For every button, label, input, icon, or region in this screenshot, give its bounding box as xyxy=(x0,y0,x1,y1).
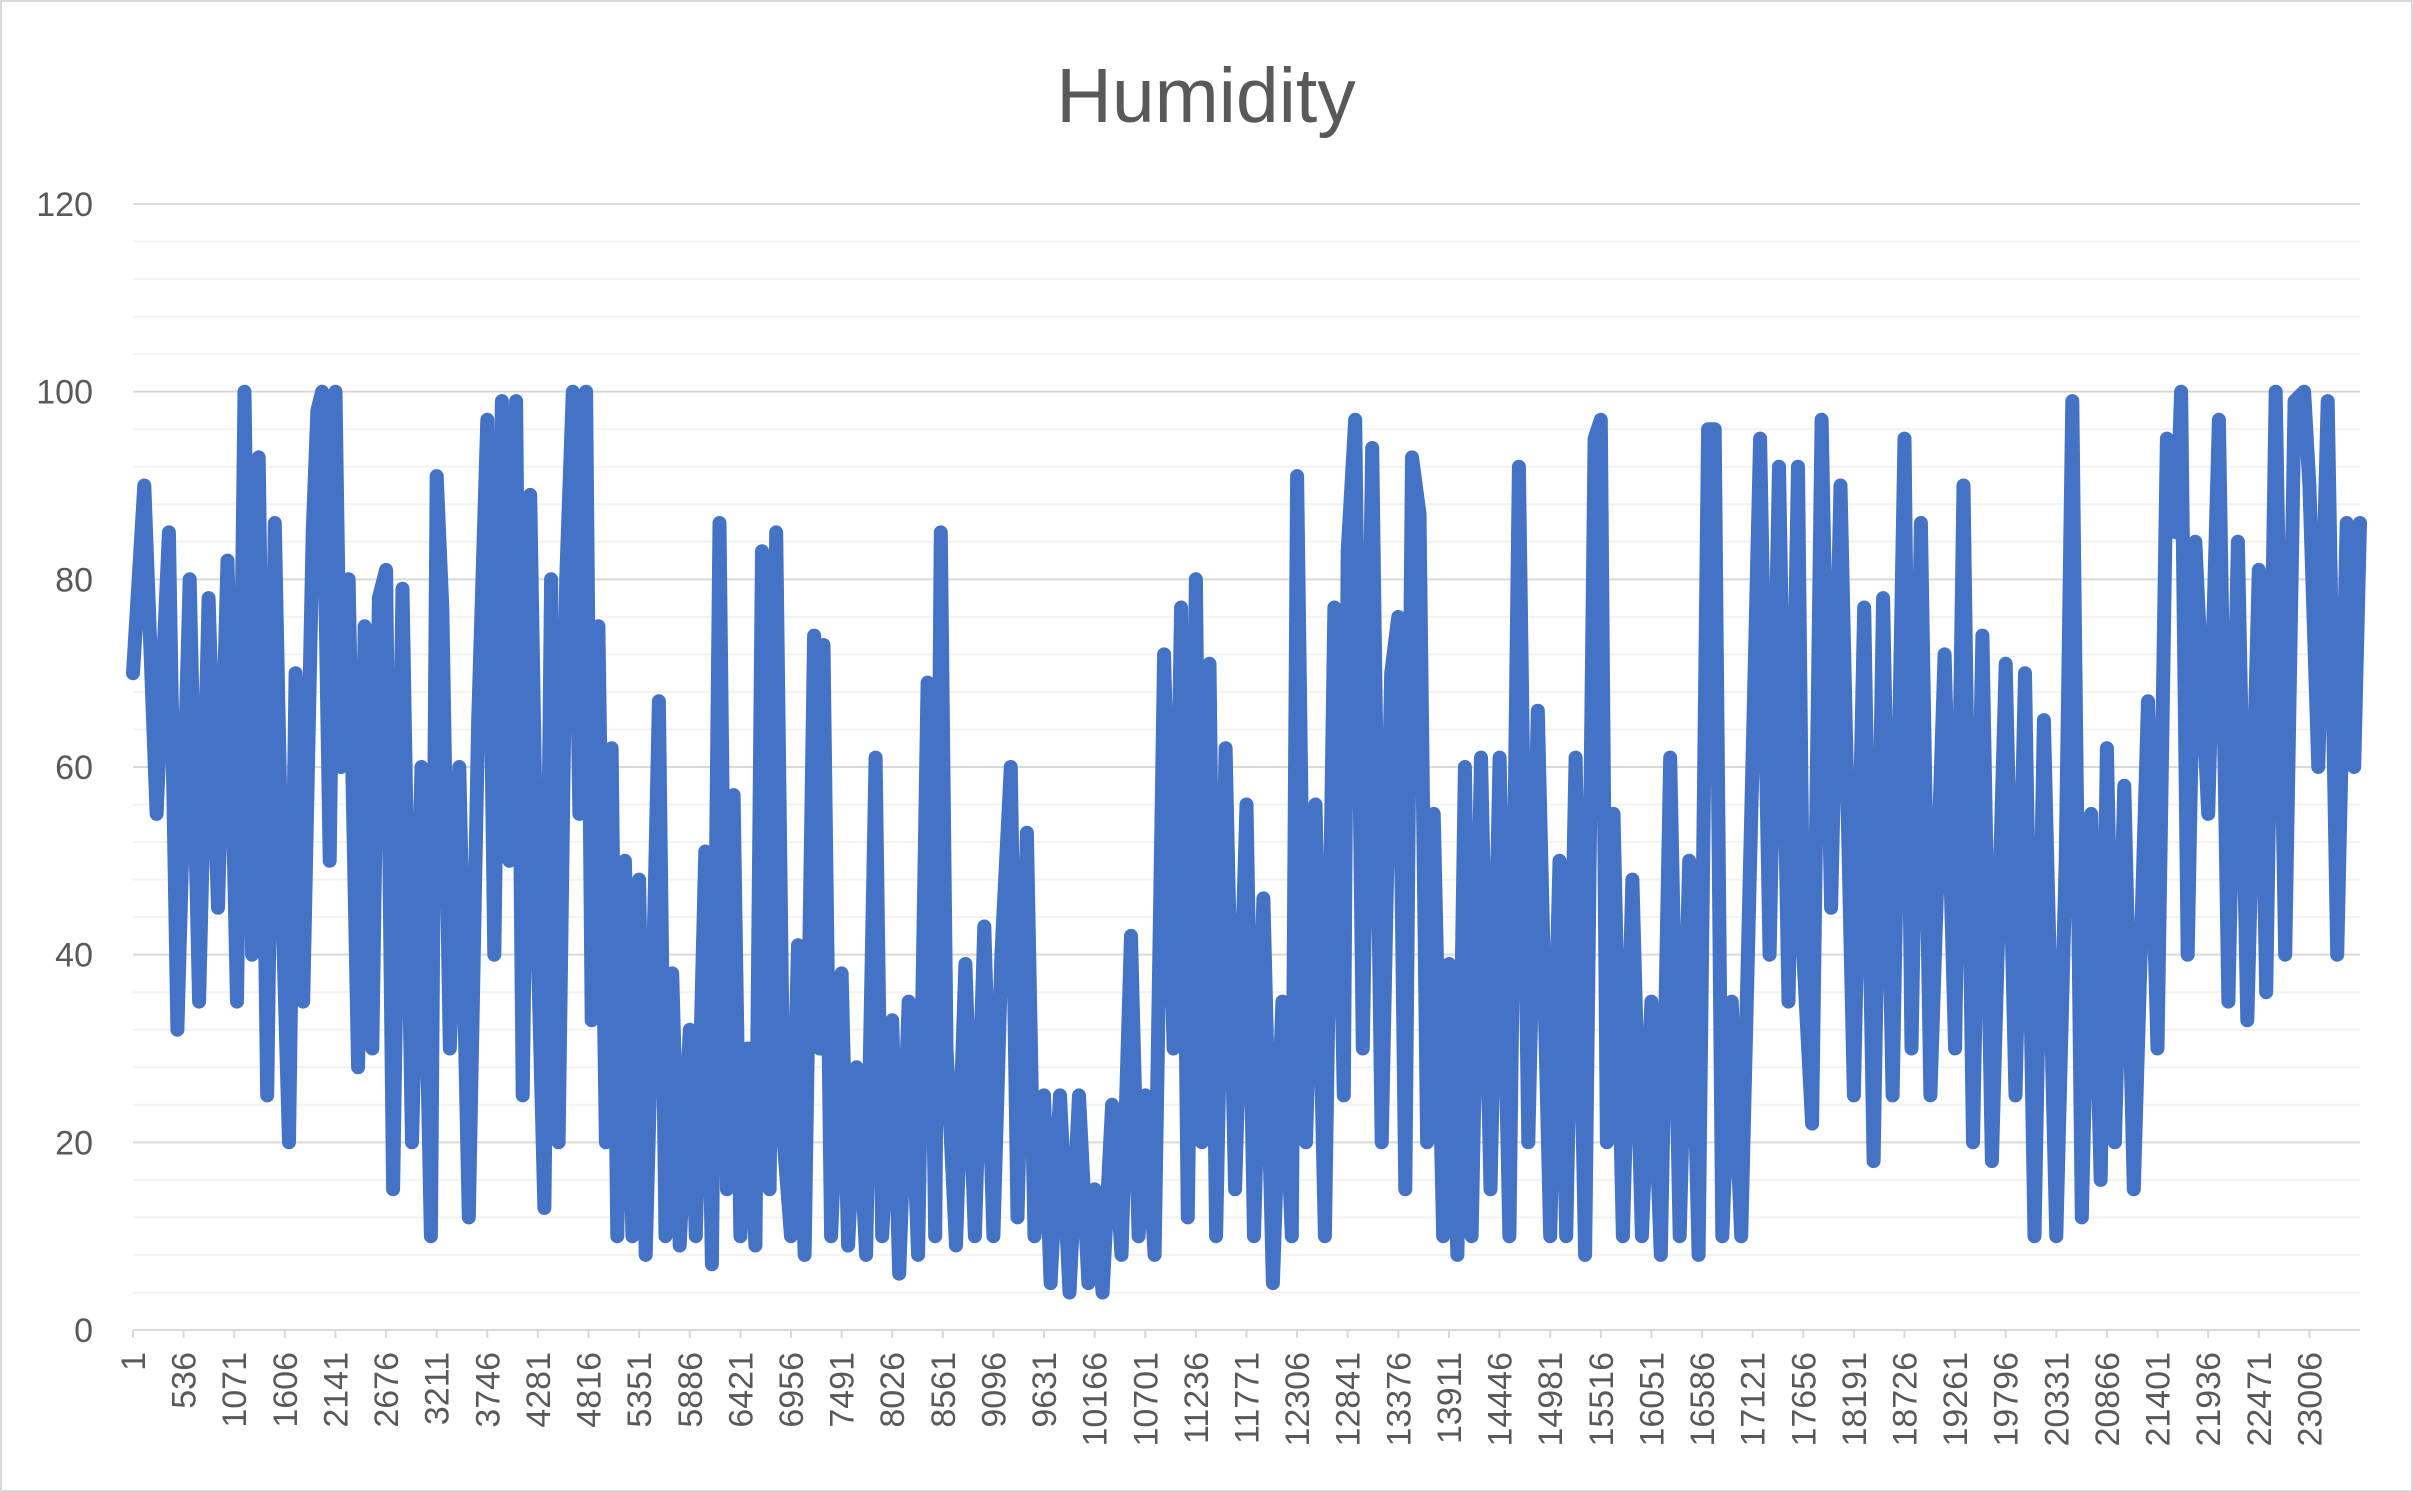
x-tick-label: 20331 xyxy=(2038,1352,2076,1447)
x-tick-label: 18726 xyxy=(1886,1352,1924,1447)
x-tick-label: 8026 xyxy=(874,1352,912,1428)
x-tick-label: 6956 xyxy=(773,1352,811,1428)
x-tick-label: 5886 xyxy=(672,1352,710,1428)
x-tick-label: 18191 xyxy=(1836,1352,1874,1447)
y-tick-label: 60 xyxy=(55,749,93,787)
x-tick-label: 7491 xyxy=(824,1352,862,1428)
x-tick-label: 3746 xyxy=(469,1352,507,1428)
x-tick-label: 536 xyxy=(166,1352,204,1409)
x-tick-label: 17656 xyxy=(1785,1352,1823,1447)
x-tick-label: 3211 xyxy=(419,1352,457,1425)
x-tick-label: 14981 xyxy=(1532,1352,1570,1447)
series-layer xyxy=(126,384,2367,1300)
x-tick-label: 15516 xyxy=(1583,1352,1621,1447)
x-tick-label: 1 xyxy=(115,1352,153,1371)
x-tick-label: 13376 xyxy=(1380,1352,1418,1447)
x-tick-label: 9631 xyxy=(1026,1352,1064,1428)
y-axis-tick-labels: 0 20 40 60 80 100 120 xyxy=(36,186,93,1350)
x-tick-label: 1606 xyxy=(267,1352,305,1428)
x-tick-label: 16051 xyxy=(1633,1352,1671,1447)
y-tick-label: 40 xyxy=(55,937,93,975)
y-tick-label: 80 xyxy=(55,561,93,599)
y-tick-label: 120 xyxy=(36,186,93,224)
x-axis-tick-labels: 1 536 1071 1606 2141 2676 3211 3746 4281 4816 5351… xyxy=(115,1330,2329,1447)
x-tick-label: 19796 xyxy=(1988,1352,2026,1447)
x-tick-label: 2141 xyxy=(317,1352,355,1428)
x-tick-label: 10701 xyxy=(1127,1352,1165,1447)
x-tick-label: 11236 xyxy=(1178,1352,1216,1444)
y-tick-label: 100 xyxy=(36,374,93,412)
x-tick-label: 21936 xyxy=(2190,1352,2228,1447)
x-tick-label: 9096 xyxy=(975,1352,1013,1428)
x-tick-label: 17121 xyxy=(1735,1352,1773,1447)
x-tick-label: 1071 xyxy=(216,1352,254,1428)
y-tick-label: 20 xyxy=(55,1124,93,1162)
x-tick-label: 4281 xyxy=(520,1352,558,1428)
x-tick-label: 12306 xyxy=(1279,1352,1317,1447)
x-tick-label: 4816 xyxy=(571,1352,609,1428)
x-tick-label: 19261 xyxy=(1937,1352,1975,1447)
x-tick-label: 22471 xyxy=(2241,1352,2279,1447)
x-tick-label: 6421 xyxy=(722,1352,760,1428)
x-tick-label: 14446 xyxy=(1482,1352,1520,1447)
x-tick-label: 11771 xyxy=(1229,1352,1267,1444)
x-tick-label: 21401 xyxy=(2140,1352,2178,1447)
x-tick-label: 10166 xyxy=(1077,1352,1115,1447)
chart-title: Humidity xyxy=(1056,53,1356,139)
x-tick-label: 5351 xyxy=(621,1352,659,1428)
x-tick-label: 12841 xyxy=(1330,1352,1368,1447)
y-tick-label: 0 xyxy=(74,1312,93,1350)
x-tick-label: 23006 xyxy=(2291,1352,2329,1447)
x-tick-label: 13911 xyxy=(1431,1352,1469,1444)
x-tick-label: 8561 xyxy=(925,1352,963,1428)
x-tick-label: 16586 xyxy=(1684,1352,1722,1447)
x-tick-label: 2676 xyxy=(368,1352,406,1428)
x-tick-label: 20866 xyxy=(2089,1352,2127,1447)
series-line xyxy=(126,384,2367,1300)
